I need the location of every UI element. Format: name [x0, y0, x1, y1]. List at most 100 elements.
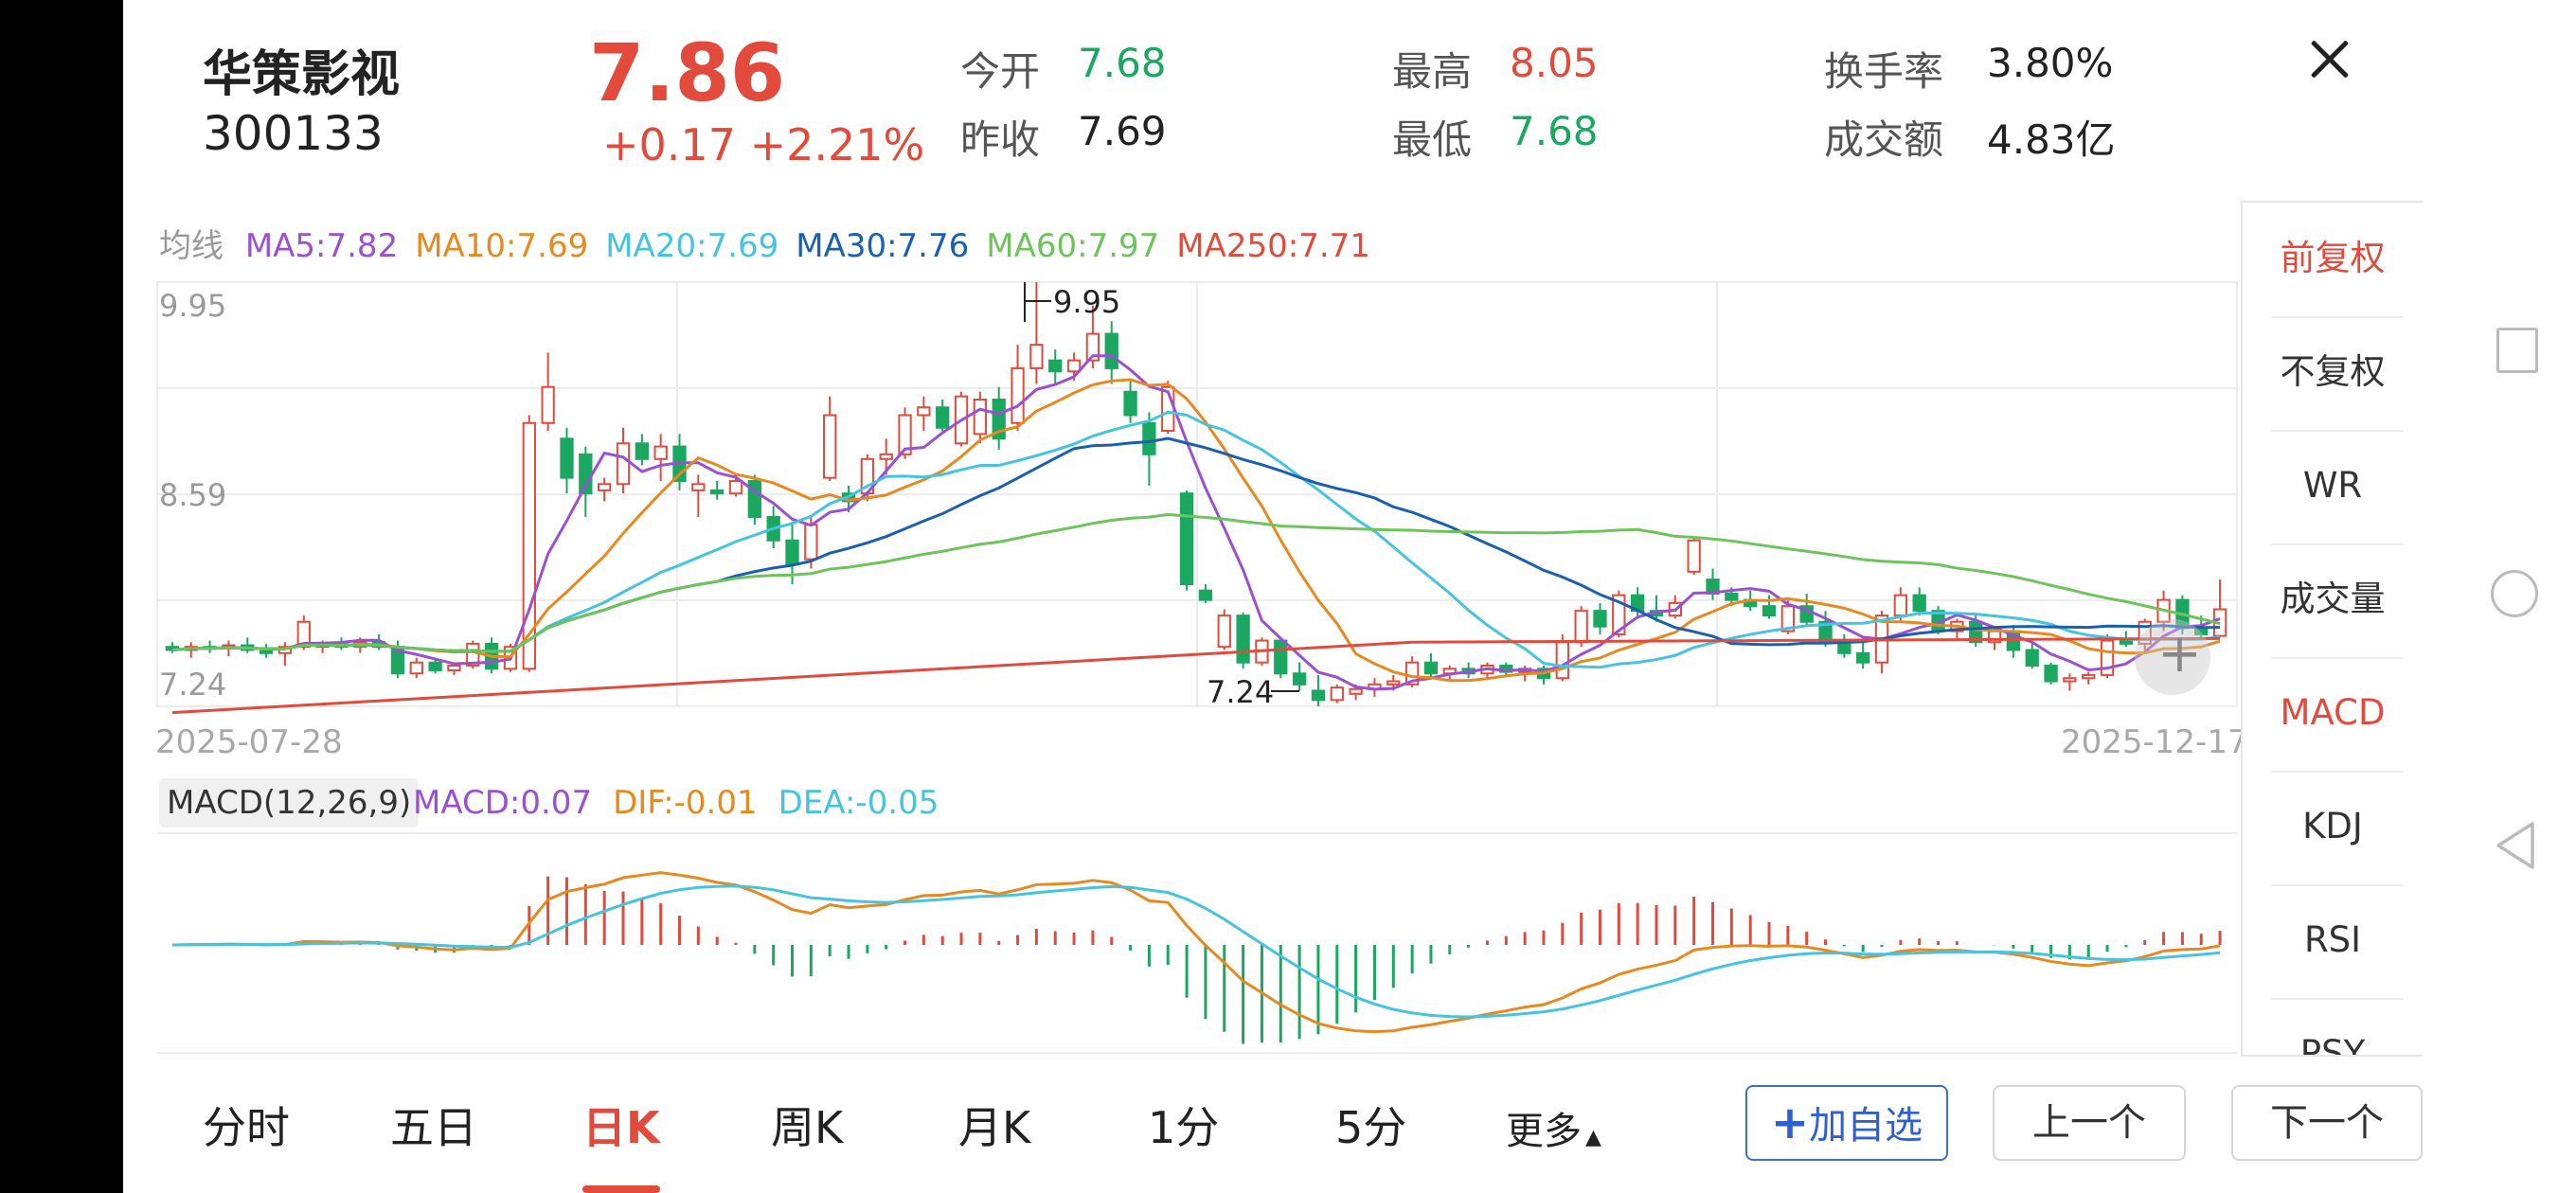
low-label: 最低 — [1392, 116, 1473, 163]
dea-line — [171, 884, 2221, 1019]
candle — [728, 479, 743, 495]
macd-legend-item: DIF:-0.01 — [613, 784, 758, 822]
sidebar-divider — [2271, 430, 2404, 432]
tab-3[interactable]: 周K — [771, 1094, 843, 1156]
next-stock-button[interactable]: 下一个 — [2231, 1085, 2423, 1161]
sidebar-item-4[interactable]: MACD — [2280, 692, 2386, 733]
candle — [1593, 610, 1607, 628]
tab-label: 分时 — [203, 1102, 290, 1153]
sidebar-item-1[interactable]: 不复权 — [2280, 351, 2386, 392]
home-icon[interactable] — [2491, 570, 2538, 617]
add-watchlist-label: 加自选 — [1809, 1104, 1923, 1148]
amount-label: 成交额 — [1824, 116, 1944, 163]
candle — [1912, 594, 1926, 613]
low-annotation: 7.24 — [1207, 674, 1275, 710]
change-amount: +0.17 — [602, 119, 736, 170]
candle — [691, 483, 706, 491]
tab-2[interactable]: 日K — [582, 1094, 660, 1156]
sidebar-item-6[interactable]: RSI — [2303, 919, 2362, 960]
tab-0[interactable]: 分时 — [203, 1094, 290, 1156]
macd-legend-title[interactable]: MACD(12,26,9) — [159, 778, 420, 828]
ma-line — [171, 636, 2221, 715]
tab-5[interactable]: 1分 — [1148, 1094, 1219, 1156]
tab-label: 月K — [958, 1102, 1031, 1153]
current-price: 7.86 — [589, 27, 786, 119]
ma-legend-item: MA20:7.69 — [605, 227, 779, 265]
ma-line — [171, 513, 2221, 653]
candle — [1142, 421, 1156, 455]
change-percent: +2.21% — [749, 119, 925, 170]
candle — [879, 453, 893, 460]
candle — [1085, 332, 1100, 362]
sidebar-divider — [2271, 657, 2404, 659]
stock-code: 300133 — [203, 106, 384, 161]
candle — [1236, 614, 1250, 664]
candle — [1856, 651, 1870, 664]
add-watchlist-button[interactable]: +加自选 — [1745, 1085, 1948, 1161]
ma-legend-item: MA250:7.71 — [1176, 227, 1370, 265]
candle — [2119, 639, 2134, 645]
sidebar-divider — [2271, 771, 2404, 773]
moving-average-lines — [171, 354, 2221, 715]
candle — [785, 539, 799, 565]
candle — [1330, 686, 1344, 702]
sidebar-item-3[interactable]: 成交量 — [2280, 579, 2386, 619]
candle — [936, 406, 950, 429]
ma-legend-item: MA10:7.69 — [415, 227, 589, 265]
crosshair-button[interactable]: + — [2135, 619, 2210, 695]
candle — [1404, 661, 1420, 686]
candle — [898, 414, 912, 455]
sidebar-divider — [2271, 884, 2404, 886]
y-tick-top: 9.95 — [159, 288, 227, 324]
caret-up-icon: ▲ — [1585, 1126, 1601, 1149]
candle — [2025, 649, 2039, 668]
candle — [428, 661, 442, 671]
candle — [1725, 592, 1739, 601]
tab-label: 5分 — [1335, 1102, 1407, 1153]
prev-stock-button[interactable]: 上一个 — [1993, 1085, 2186, 1161]
candle — [1217, 614, 1231, 649]
candle — [635, 442, 649, 460]
sidebar-item-0[interactable]: 前复权 — [2280, 238, 2386, 278]
amount-value: 4.83亿 — [1987, 116, 2116, 163]
candle — [541, 385, 555, 424]
candle — [1011, 366, 1025, 424]
ma-legend: 均线 MA5:7.82 MA10:7.69 MA20:7.69 MA30:7.76 MA… — [159, 220, 1387, 266]
candle — [1969, 620, 1983, 644]
sidebar-item-2[interactable]: WR — [2302, 465, 2363, 506]
candle — [1179, 492, 1194, 586]
candle — [2082, 673, 2096, 680]
candle — [1104, 332, 1118, 369]
candle — [1349, 687, 1363, 695]
candle — [992, 398, 1006, 440]
y-tick-bottom: 7.24 — [159, 667, 227, 703]
candle — [804, 524, 818, 561]
recent-apps-icon[interactable] — [2496, 328, 2538, 373]
active-tab-indicator — [582, 1185, 660, 1193]
tab-label: 日K — [582, 1102, 660, 1153]
tab-4[interactable]: 月K — [958, 1094, 1030, 1156]
sidebar-item-5[interactable]: KDJ — [2302, 806, 2363, 846]
tab-7[interactable]: 更多 ▲ — [1506, 1100, 1601, 1155]
tab-1[interactable]: 五日 — [390, 1094, 477, 1156]
candle — [1423, 661, 1439, 675]
ma-legend-title: 均线 — [159, 227, 224, 265]
prev-close-label: 昨收 — [960, 116, 1041, 163]
candle — [1612, 594, 1626, 635]
candle — [409, 661, 423, 675]
tab-label: 1分 — [1148, 1102, 1220, 1153]
left-edge-bar — [0, 0, 123, 1193]
plus-icon: + — [1770, 1096, 1810, 1149]
candle — [1780, 605, 1795, 632]
back-icon[interactable] — [2493, 820, 2536, 871]
candle — [1893, 594, 1908, 617]
turnover-label: 换手率 — [1824, 48, 1944, 95]
candle — [2044, 665, 2058, 683]
candle — [1574, 610, 1588, 644]
sidebar-divider — [2271, 316, 2404, 318]
sidebar-item-7[interactable]: PSY — [2299, 1033, 2366, 1057]
candle — [710, 489, 724, 495]
tab-6[interactable]: 5分 — [1335, 1094, 1406, 1156]
candle — [823, 414, 837, 479]
